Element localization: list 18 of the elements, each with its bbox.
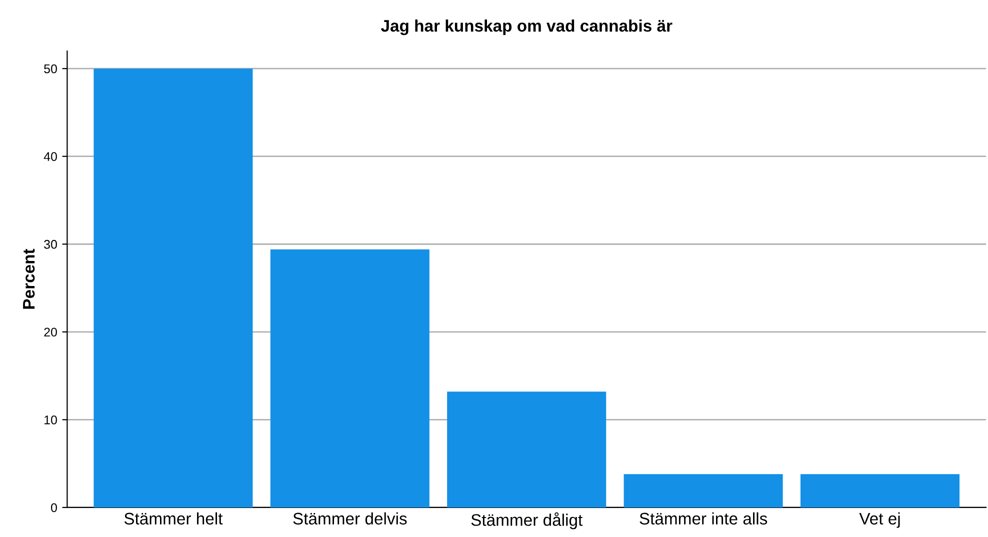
y-tick-label: 0 xyxy=(51,503,57,512)
x-tick-label: Stämmer delvis xyxy=(293,512,407,525)
bar xyxy=(800,474,960,508)
y-tick-label: 40 xyxy=(44,152,57,161)
y-axis-title: Percent xyxy=(23,248,35,309)
chart-title: Jag har kunskap om vad cannabis är xyxy=(380,19,672,36)
bar xyxy=(624,474,783,508)
y-tick-label: 10 xyxy=(44,415,57,424)
x-tick-label: Vet ej xyxy=(859,512,900,528)
x-tick-label: Stämmer dåligt xyxy=(471,512,583,530)
y-tick-label: 50 xyxy=(44,64,57,74)
x-tick-label: Stämmer helt xyxy=(124,512,223,525)
bar xyxy=(270,249,430,508)
x-tick-label: Stämmer inte alls xyxy=(640,512,768,525)
bar xyxy=(94,68,253,508)
bar xyxy=(447,392,606,508)
y-tick-label: 20 xyxy=(44,328,57,337)
y-tick-label: 30 xyxy=(44,240,57,249)
